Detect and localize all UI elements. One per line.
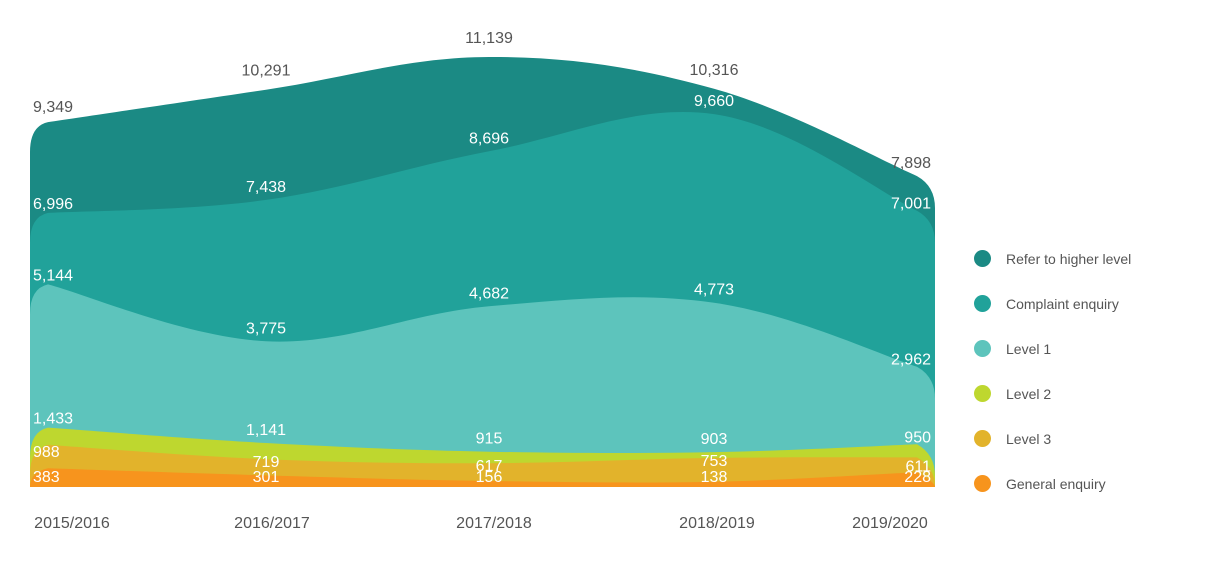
legend-swatch [974,295,991,312]
legend-item-level-2: Level 2 [974,371,1204,416]
legend-swatch [974,430,991,447]
data-label-complaint-enquiry: 6,996 [33,196,73,213]
legend-swatch [974,385,991,402]
x-tick-label: 2015/2016 [34,515,110,532]
legend-item-level-1: Level 1 [974,326,1204,371]
data-label-general-enquiry: 383 [33,469,60,486]
x-axis-ticks: 2015/2016 2016/2017 2017/2018 2018/2019 2019… [34,515,928,532]
legend-label: Level 1 [1006,340,1052,357]
data-label-complaint-enquiry: 8,696 [469,130,509,147]
data-label-level-1: 3,775 [246,320,286,337]
data-label-complaint-enquiry: 7,438 [246,179,286,196]
data-label-refer-to-higher-level: 7,898 [891,155,931,172]
data-label-level-2: 915 [476,431,503,448]
data-label-level-1: 2,962 [891,352,931,369]
data-label-level-3: 988 [33,444,60,461]
legend-swatch [974,475,991,492]
data-label-level-1: 4,773 [694,282,734,299]
legend-swatch [974,250,991,267]
data-label-general-enquiry: 138 [701,469,728,486]
x-tick-label: 2019/2020 [852,515,928,532]
data-label-complaint-enquiry: 7,001 [891,196,931,213]
legend-item-level-3: Level 3 [974,416,1204,461]
legend-item-refer-to-higher-level: Refer to higher level [974,236,1204,281]
data-label-level-3: 719 [253,454,280,471]
legend-label: General enquiry [1006,475,1106,492]
legend-label: Complaint enquiry [1006,295,1119,312]
chart-legend: Refer to higher level Complaint enquiry Le… [974,236,1204,506]
legend-swatch [974,340,991,357]
data-label-level-2: 1,141 [246,422,286,439]
data-label-level-3: 753 [701,453,728,470]
chart-data-labels: 383 301 156 138 228 988 719 617 753 611 1,433 1,141… [33,30,931,486]
data-label-level-2: 950 [904,429,931,446]
legend-label: Level 3 [1006,430,1052,447]
data-label-refer-to-higher-level: 9,349 [33,99,73,116]
x-tick-label: 2018/2019 [679,515,755,532]
data-label-complaint-enquiry: 9,660 [694,93,734,110]
area-level-1 [30,284,935,487]
data-label-general-enquiry: 301 [253,469,280,486]
legend-label: Refer to higher level [1006,250,1132,267]
data-label-level-1: 5,144 [33,267,73,284]
data-label-level-3: 617 [476,458,503,475]
data-label-refer-to-higher-level: 11,139 [465,30,513,47]
data-label-general-enquiry: 156 [476,469,503,486]
area-general-enquiry [30,468,935,487]
legend-label: Level 2 [1006,385,1052,402]
x-tick-label: 2016/2017 [234,515,310,532]
data-label-level-1: 4,682 [469,285,509,302]
data-label-level-2: 1,433 [33,411,73,428]
data-label-level-3: 611 [905,458,931,475]
x-tick-label: 2017/2018 [456,515,532,532]
data-label-refer-to-higher-level: 10,291 [242,63,291,80]
data-label-level-2: 903 [701,431,728,448]
legend-item-general-enquiry: General enquiry [974,461,1204,506]
chart-areas [30,56,935,488]
legend-item-complaint-enquiry: Complaint enquiry [974,281,1204,326]
data-label-general-enquiry: 228 [904,469,931,486]
data-label-refer-to-higher-level: 10,316 [690,62,739,79]
